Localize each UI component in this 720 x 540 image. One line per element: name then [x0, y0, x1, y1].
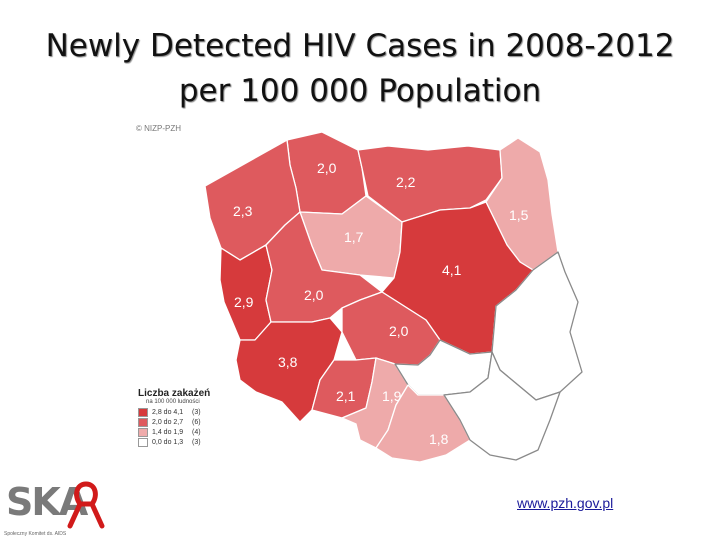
value-label-pomorskie: 2,0 — [317, 160, 337, 176]
legend-swatch — [138, 438, 148, 447]
legend-count: (6) — [192, 419, 201, 426]
legend-subtitle: na 100 000 ludności — [146, 399, 200, 405]
map-copyright: © NIZP-PZH — [136, 124, 182, 133]
legend-item: 0,0 do 1,3 (3) — [138, 438, 210, 447]
region-podkarpackie — [443, 351, 561, 461]
legend-range: 0,0 do 1,3 — [152, 439, 184, 446]
value-label-lubelskie: 1,3 — [517, 334, 537, 350]
poland-voivodeship-map: 2,0 2,2 1,5 2,3 1,7 4,1 2,9 2,0 2,0 1,3 … — [204, 131, 583, 463]
value-label-warminsko-mazurskie: 2,2 — [396, 174, 416, 190]
value-label-zachodniopomorskie: 2,3 — [233, 203, 253, 219]
legend-item: 2,8 do 4,1 (3) — [138, 408, 210, 417]
legend-title: Liczba zakażeń — [138, 388, 211, 399]
legend-swatch — [138, 408, 148, 417]
legend-swatch — [138, 428, 148, 437]
value-label-kujawsko-pomorskie: 1,7 — [344, 229, 364, 245]
slide-title: Newly Detected HIV Cases in 2008-2012 pe… — [0, 24, 720, 114]
value-label-opolskie: 2,1 — [336, 388, 356, 404]
value-label-podkarpackie: 0,8 — [500, 411, 520, 427]
legend-item: 2,0 do 2,7 (6) — [138, 418, 210, 427]
value-label-podlaskie: 1,5 — [509, 207, 529, 223]
value-label-dolnoslaskie: 3,8 — [278, 354, 298, 370]
logo-subtitle: Społeczny Komitet ds. AIDS — [4, 531, 67, 537]
value-label-malopolskie: 1,8 — [429, 431, 449, 447]
region-warminsko-mazurskie — [357, 145, 503, 223]
legend-range: 2,8 do 4,1 — [152, 409, 184, 416]
value-label-lubuskie: 2,9 — [234, 294, 254, 310]
value-label-mazowieckie: 4,1 — [442, 262, 462, 278]
legend-count: (3) — [192, 409, 201, 416]
legend-swatch — [138, 418, 148, 427]
legend-count: (4) — [192, 429, 201, 436]
legend-range: 1,4 do 1,9 — [152, 429, 184, 436]
region-lubuskie — [219, 244, 273, 341]
red-ribbon-icon — [67, 481, 105, 529]
value-label-wielkopolskie: 2,0 — [304, 287, 324, 303]
map-legend: Liczba zakażeń na 100 000 ludności 2,8 d… — [138, 388, 210, 448]
legend-item: 1,4 do 1,9 (4) — [138, 428, 210, 437]
value-label-slaskie: 1,9 — [382, 388, 402, 404]
legend-count: (3) — [192, 439, 201, 446]
legend-range: 2,0 do 2,7 — [152, 419, 184, 426]
ska-logo: SKA Społeczny Komitet ds. AIDS — [0, 478, 108, 540]
region-malopolskie — [375, 384, 471, 463]
value-label-swietokrzyskie: 0,8 — [444, 373, 464, 389]
value-label-lodzkie: 2,0 — [389, 323, 409, 339]
title-line-2: per 100 000 Population — [178, 73, 542, 109]
source-link[interactable]: www.pzh.gov.pl — [517, 495, 614, 511]
title-line-1: Newly Detected HIV Cases in 2008-2012 — [45, 28, 675, 64]
